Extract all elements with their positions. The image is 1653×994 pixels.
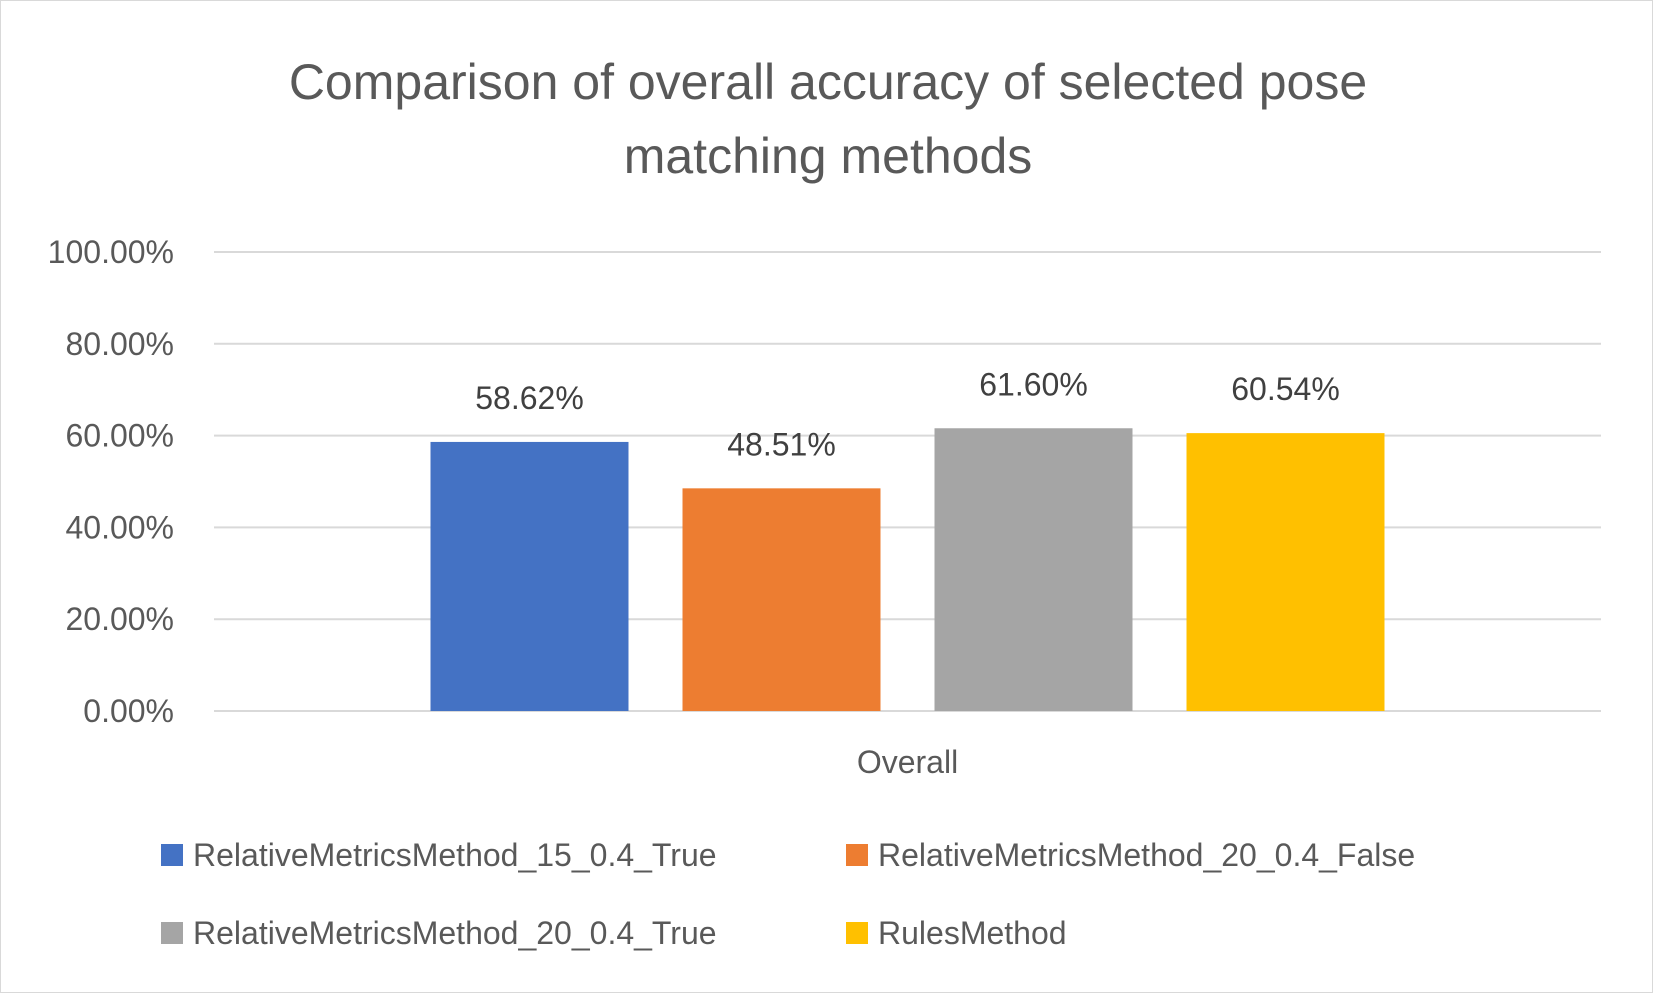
bar [682,488,881,711]
chart-title-line-2: matching methods [624,128,1033,184]
legend-label: RelativeMetricsMethod_20_0.4_False [878,837,1415,873]
legend-label: RelativeMetricsMethod_20_0.4_True [193,915,717,951]
y-tick-label: 20.00% [65,601,174,637]
y-tick-label: 40.00% [65,509,174,545]
legend-swatch [846,922,868,944]
y-tick-label: 80.00% [65,326,174,362]
bars [430,428,1385,711]
legend: RelativeMetricsMethod_15_0.4_True Relativ… [161,837,1415,951]
y-tick-label: 100.00% [48,234,174,270]
legend-swatch [161,844,183,866]
y-tick-label: 0.00% [83,693,174,729]
y-axis-ticks: 0.00% 20.00% 40.00% 60.00% 80.00% 100.00% [48,234,174,729]
legend-swatch [161,922,183,944]
bar [1186,433,1385,711]
legend-swatch [846,844,868,866]
data-labels: 58.62% 48.51% 61.60% 60.54% [475,366,1340,462]
x-category-label: Overall [857,744,958,780]
gridlines [214,251,1601,712]
bar [430,441,629,711]
data-label: 60.54% [1231,371,1340,407]
y-tick-label: 60.00% [65,418,174,454]
bar [934,428,1133,711]
x-axis-categories: Overall [857,744,958,780]
legend-label: RulesMethod [878,915,1067,951]
data-label: 61.60% [979,366,1088,402]
chart-title: Comparison of overall accuracy of select… [289,54,1367,184]
data-label: 58.62% [475,380,584,416]
chart-title-line-1: Comparison of overall accuracy of select… [289,54,1367,110]
data-label: 48.51% [727,426,836,462]
legend-label: RelativeMetricsMethod_15_0.4_True [193,837,717,873]
